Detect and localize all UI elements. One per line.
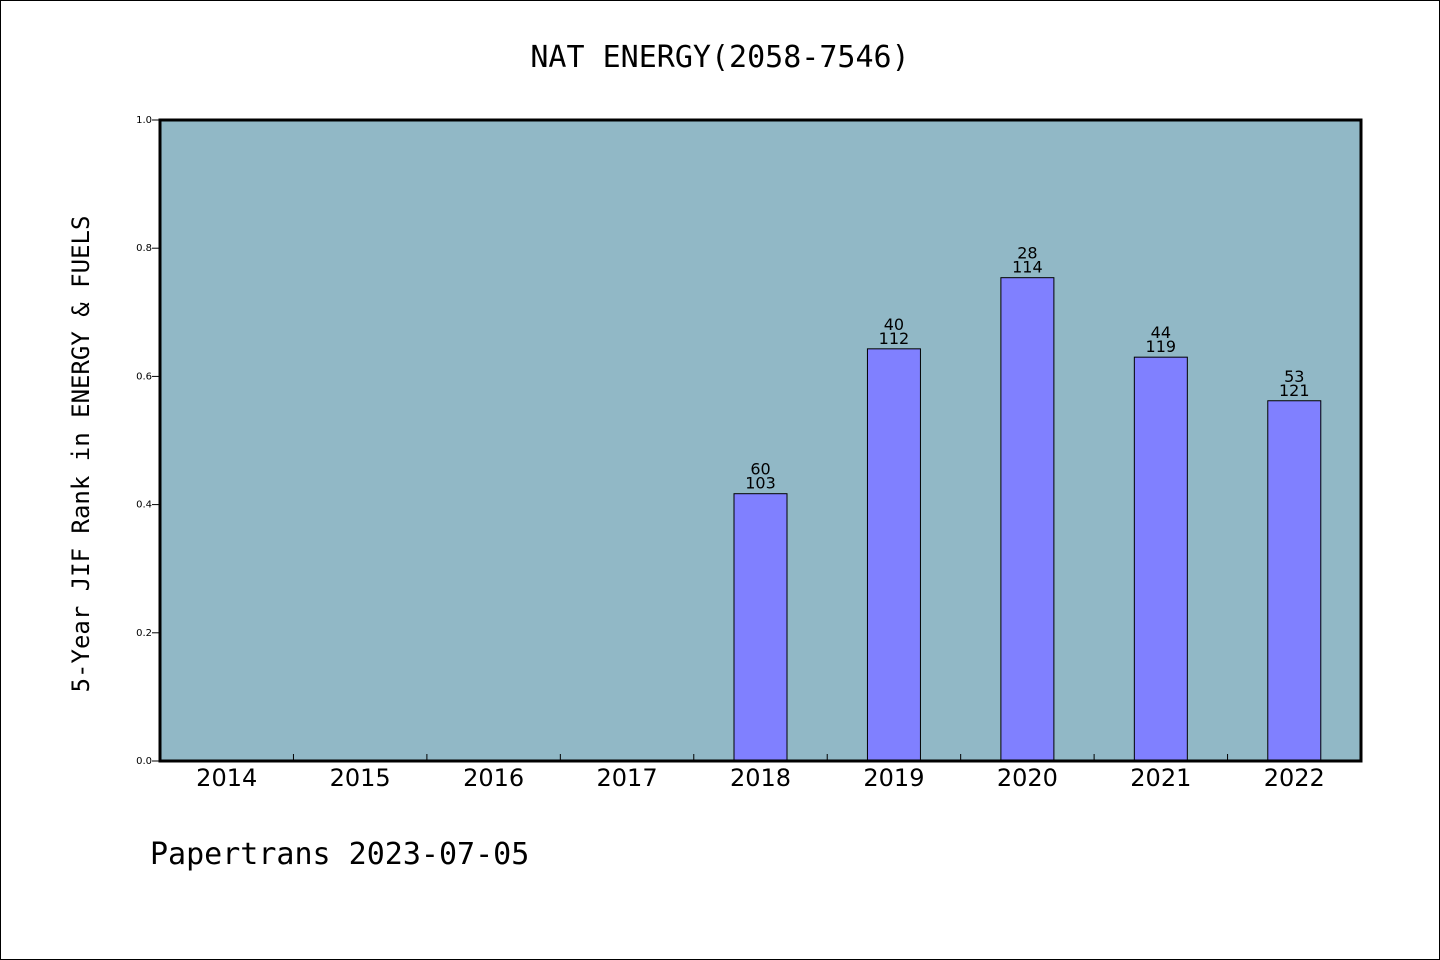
bar-total-label: 103 <box>745 474 776 493</box>
chart-title: NAT ENERGY(2058-7546) <box>530 40 909 75</box>
bar-rank-label: 44 <box>1151 323 1171 342</box>
x-tick-label: 2021 <box>1130 764 1191 792</box>
y-tick-label: 0.2 <box>136 628 152 639</box>
bar-total-label: 112 <box>879 329 910 348</box>
bar-2021 <box>1133 356 1188 762</box>
bar-2022 <box>1267 400 1322 762</box>
plot-border <box>158 118 1363 763</box>
y-tick-label: 1.0 <box>136 115 152 126</box>
x-tick-label: 2015 <box>330 764 391 792</box>
y-tick-label: 0.0 <box>136 756 152 767</box>
bar-total-label: 114 <box>1012 258 1043 277</box>
y-tick-label: 0.8 <box>136 243 152 254</box>
x-tick-label: 2016 <box>463 764 524 792</box>
bar-2020 <box>1000 277 1055 762</box>
bar-rank-label: 40 <box>884 315 904 334</box>
y-tick-label: 0.6 <box>136 371 152 382</box>
bar-rank-label: 60 <box>750 460 770 479</box>
footer-text: Papertrans 2023-07-05 <box>150 837 529 872</box>
bar-rank-label: 28 <box>1017 244 1037 263</box>
x-tick-label: 2019 <box>863 764 924 792</box>
y-axis-label: 5-Year JIF Rank in ENERGY & FUELS <box>67 216 95 693</box>
bar-total-label: 119 <box>1146 337 1177 356</box>
bar-2019 <box>866 348 921 762</box>
y-tick-label: 0.4 <box>136 500 152 511</box>
x-tick-label: 2017 <box>597 764 658 792</box>
x-tick-label: 2014 <box>196 764 257 792</box>
bar-2018 <box>733 493 788 762</box>
ticks-group: 0.0 0.2 0.4 0.6 0.8 1.0 2014 2015 2016 2017 2018 20… <box>136 115 1325 792</box>
bar-total-label: 121 <box>1279 381 1310 400</box>
x-tick-label: 2022 <box>1264 764 1325 792</box>
x-tick-label: 2018 <box>730 764 791 792</box>
bar-rank-label: 53 <box>1284 367 1304 386</box>
x-tick-label: 2020 <box>997 764 1058 792</box>
